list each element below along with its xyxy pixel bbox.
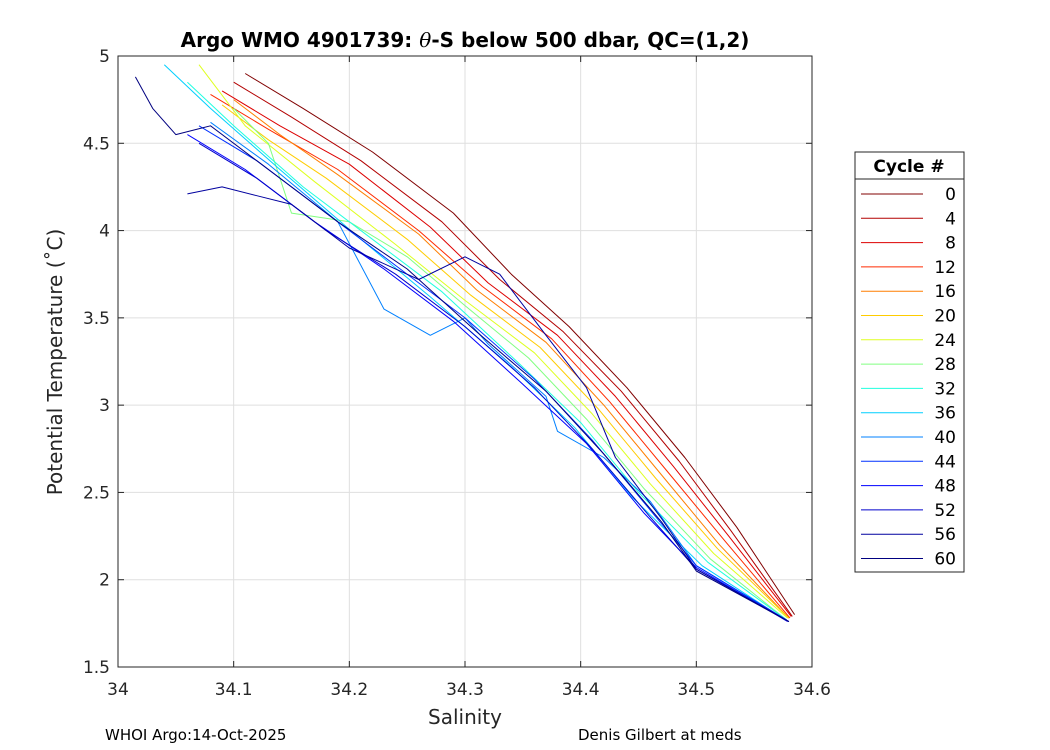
x-tick-label: 34.4 [562,680,600,700]
x-axis: 34 34.1 34.2 34.3 34.4 34.5 34.6 [107,56,831,700]
y-tick-label: 3.5 [83,309,110,329]
footer-credit-left: WHOI Argo:14-Oct-2025 [105,726,287,744]
legend-label-32: 32 [934,379,956,399]
y-tick-label: 2.5 [83,483,110,503]
series-line-cycle-20 [221,104,790,619]
x-tick-label: 34.3 [446,680,484,700]
legend-label-24: 24 [934,331,956,351]
series-line-cycle-32 [187,81,787,621]
series-line-cycle-28 [233,108,787,621]
y-tick-label: 3 [99,396,110,416]
legend-label-56: 56 [934,525,956,545]
legend-label-40: 40 [934,428,956,448]
x-tick-label: 34.6 [793,680,831,700]
legend-label-44: 44 [934,452,956,472]
series-line-cycle-12 [210,93,791,619]
series-lines [134,64,796,623]
series-line-cycle-16 [233,99,790,619]
x-tick-label: 34.1 [215,680,253,700]
series-line-cycle-56 [187,186,790,623]
x-axis-label: Salinity [428,705,502,729]
y-tick-label: 1.5 [83,658,110,678]
legend-box [854,151,965,573]
series-line-cycle-24 [198,64,789,619]
series-line-cycle-4 [233,81,793,617]
legend-title: Cycle # [873,157,944,177]
y-tick-label: 5 [99,47,110,67]
legend-label-12: 12 [934,258,956,278]
y-tick-label: 2 [99,571,110,591]
legend-label-48: 48 [934,477,956,497]
legend-label-36: 36 [934,404,956,424]
legend-label-20: 20 [934,307,956,327]
y-tick-label: 4 [99,222,110,242]
footer-credit-right: Denis Gilbert at meds [578,726,742,744]
x-tick-label: 34.5 [677,680,715,700]
legend-label-16: 16 [934,282,956,302]
chart-title-prefix: Argo WMO 4901739: [181,28,420,52]
chart-title: Argo WMO 4901739: θ-S below 500 dbar, QC… [181,28,750,52]
series-line-cycle-8 [221,90,792,617]
legend-label-52: 52 [934,501,956,521]
y-tick-label: 4.5 [83,134,110,154]
chart-title-suffix: -S below 500 dbar, QC=(1,2) [431,28,749,52]
legend-label-60: 60 [934,550,956,570]
series-line-cycle-0 [244,73,796,615]
legend-label-8: 8 [945,234,956,254]
x-tick-label: 34 [107,680,129,700]
series-line-cycle-60 [134,76,790,623]
legend-label-28: 28 [934,355,956,375]
legend-label-4: 4 [945,209,956,229]
chart-title-theta: θ [419,28,431,52]
x-tick-label: 34.2 [330,680,368,700]
legend-label-0: 0 [945,185,956,205]
y-axis: 1.5 2 2.5 3 3.5 4 4.5 5 [83,47,812,678]
y-axis-label: Potential Temperature (˚C) [43,229,67,496]
